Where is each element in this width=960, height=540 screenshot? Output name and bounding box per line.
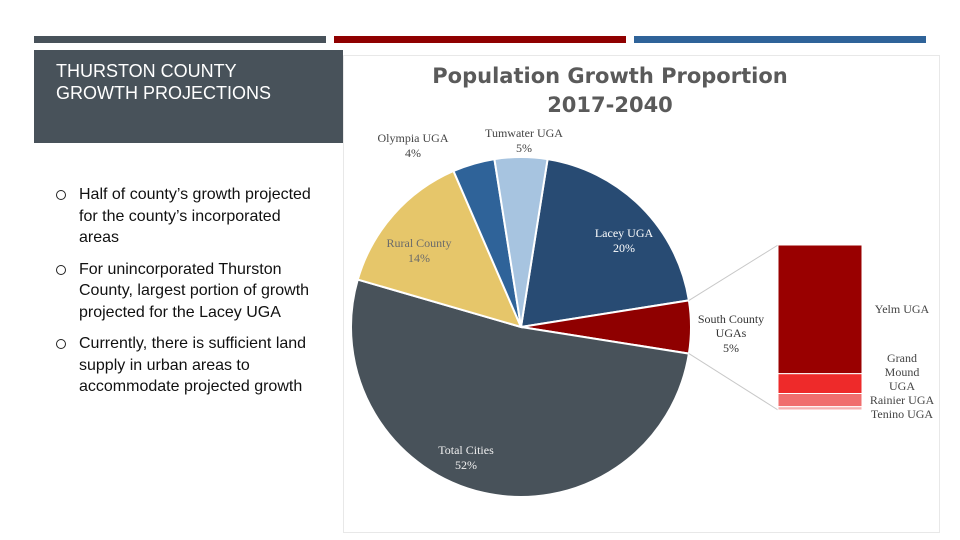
chart-title: Population Growth Proportion 2017-2040	[432, 64, 788, 117]
slice-label: South County UGAs	[697, 312, 765, 340]
slice-label: Rural County	[386, 236, 452, 250]
breakdown-label: Yelm UGA	[874, 302, 930, 317]
breakdown-label: Grand Mound UGA	[884, 350, 920, 393]
slice-label: Lacey UGA	[594, 226, 654, 240]
bullet: Currently, there is sufficient land supp…	[54, 333, 316, 398]
chart-frame	[343, 55, 940, 533]
slice-value-label: 14%	[408, 251, 430, 265]
header-bar	[334, 36, 626, 43]
slice-value-label: 20%	[613, 241, 635, 255]
pie-slice	[356, 169, 523, 329]
connector-line	[688, 244, 779, 301]
slice-label: Total Cities	[438, 443, 494, 457]
breakdown-label: Tenino UGA	[870, 407, 934, 422]
slice-value-label: 5%	[516, 141, 532, 155]
header-bar	[34, 36, 326, 43]
bullet: Half of county’s growth projected for th…	[54, 184, 316, 249]
slide-title: THURSTON COUNTY GROWTH PROJECTIONS	[34, 50, 343, 143]
slice-label: Tumwater UGA	[485, 126, 563, 140]
slice-value-label: 4%	[405, 146, 421, 160]
breakdown-label: Rainier UGA	[869, 393, 935, 408]
pie-slice	[493, 156, 549, 328]
connector-line	[688, 353, 779, 411]
header-bar	[634, 36, 926, 43]
pie-slice	[350, 278, 691, 498]
slice-value-label: 5%	[723, 341, 739, 355]
slice-label: Olympia UGA	[377, 131, 449, 145]
slice-value-label: 52%	[455, 458, 477, 472]
bullet: For unincorporated Thurston County, larg…	[54, 259, 316, 324]
bullet-list: Half of county’s growth projected for th…	[54, 184, 316, 408]
breakdown-bar	[777, 406, 863, 411]
pie-slice	[519, 157, 691, 329]
